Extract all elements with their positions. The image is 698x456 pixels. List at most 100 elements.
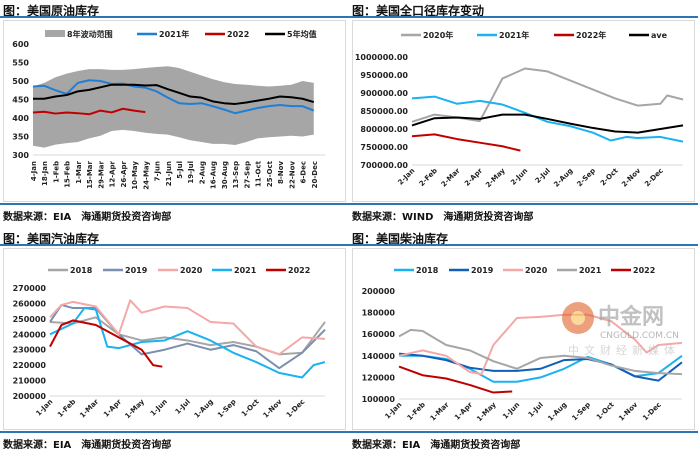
y-tick-label: 700000.00 — [360, 161, 408, 170]
series-line-2021年 — [411, 95, 684, 143]
x-tick-label: 6-Dec — [300, 161, 308, 183]
x-tick-label: 4-Jan — [30, 161, 38, 181]
x-tick-label: 1-Oct — [595, 400, 616, 421]
x-tick-label: 26-Apr — [120, 160, 128, 187]
legend-label: 2018 — [416, 266, 439, 275]
chart-frame — [3, 20, 346, 202]
x-tick-label: 1-Dec — [641, 401, 663, 423]
x-tick-label: 7-Jun — [154, 161, 162, 181]
y-tick-label: 160000 — [362, 330, 396, 339]
legend-label: 2021 — [234, 266, 257, 275]
source-note: 数据来源：EIA 海通期货投资咨询部 — [3, 440, 172, 451]
chart-frame — [352, 248, 695, 430]
x-tick-label: 27-Sep — [243, 161, 251, 188]
x-tick-label: 2-Sep — [575, 167, 597, 189]
legend-label: 2019 — [125, 266, 148, 275]
legend-label: 2022 — [633, 266, 655, 275]
y-tick-label: 100000 — [362, 395, 396, 404]
divider — [0, 244, 349, 246]
series-line-2021 — [398, 328, 683, 376]
legend-label: 2021年 — [499, 30, 529, 40]
divider — [349, 16, 698, 18]
x-tick-label: 11-Oct — [255, 160, 263, 187]
chart-title: 图：美国柴油库存 — [352, 232, 449, 246]
series-line-2020年 — [411, 67, 684, 123]
legend-label: 5年均值 — [287, 29, 317, 39]
crude-oil-chart: 300 350 400 450 500 550 600 4-Jan 18-Jan 1-Feb 15-… — [12, 29, 325, 190]
x-tick-label: 2-Aug — [552, 167, 574, 189]
legend-label: 8年波动范围 — [67, 29, 113, 39]
x-tick-label: 15-Feb — [64, 161, 72, 188]
x-tick-label: 25-Oct — [266, 160, 274, 187]
source-note: 数据来源：EIA 海通期货投资咨询部 — [3, 212, 172, 223]
x-tick-label: 1-Mar — [75, 160, 83, 183]
legend-swatch — [45, 30, 65, 37]
source-note: 数据来源：EIA 海通期货投资咨询部 — [352, 440, 521, 451]
range-band — [33, 66, 314, 148]
x-tick-label: 1-Oct — [240, 397, 261, 418]
x-tick-label: 1-Nov — [617, 400, 639, 422]
x-tick-label: 2-Jun — [509, 167, 529, 187]
series-line-2019 — [398, 352, 683, 382]
x-tick-label: 19-Jul — [187, 161, 195, 184]
y-tick-label: 240000 — [13, 330, 47, 339]
x-tick-label: 2-Feb — [418, 167, 439, 188]
y-tick-label: 140000 — [362, 352, 396, 361]
legend-label: 2022 — [227, 30, 249, 39]
y-tick-label: 400 — [12, 114, 29, 123]
x-tick-label: 1-May — [124, 397, 147, 420]
series-line-2022年 — [411, 133, 521, 152]
y-tick-label: 300 — [12, 151, 29, 160]
y-tick-label: 550 — [12, 59, 29, 68]
x-tick-label: 24-May — [142, 161, 150, 190]
y-tick-label: 350 — [12, 133, 29, 142]
legend-label: 2019 — [471, 266, 494, 275]
y-tick-label: 750000.00 — [360, 143, 408, 152]
watermark-site: CNGOLD.COM.CN — [600, 331, 679, 341]
source-note: 数据来源：WIND 海通期货投资咨询部 — [352, 212, 534, 223]
x-tick-label: 1-Nov — [262, 397, 284, 419]
legend-label: 2022年 — [576, 30, 606, 40]
x-tick-label: 2-Aug — [198, 161, 206, 184]
series-line-5年均值 — [33, 83, 315, 105]
legend-label: 2021 — [579, 266, 602, 275]
x-tick-label: 1-Jul — [174, 398, 192, 416]
x-tick-label: 1-Feb — [406, 401, 427, 422]
x-tick-label: 13-Sep — [232, 161, 240, 188]
x-tick-label: 22-Nov — [288, 161, 296, 189]
watermark-logo: 中金网 CNGOLD.COM.CN 中文财经新媒体 — [562, 302, 680, 357]
series-line-2022 — [398, 365, 513, 394]
legend-label: 2018 — [70, 266, 93, 275]
legend-label: 2022 — [288, 266, 310, 275]
series-line-2021 — [49, 307, 326, 379]
legend-label: 2021年 — [159, 29, 189, 39]
x-tick-label: 1-Mar — [78, 397, 100, 419]
x-tick-label: 1-Sep — [570, 401, 592, 423]
y-tick-label: 220000 — [13, 361, 47, 370]
x-tick-label: 10-May — [131, 161, 139, 190]
y-tick-label: 850000.00 — [360, 107, 408, 116]
legend-label: ave — [651, 31, 668, 40]
x-tick-label: 1-Aug — [193, 398, 215, 420]
x-tick-label: 1-May — [475, 400, 498, 423]
x-tick-label: 1-Feb — [56, 398, 77, 419]
y-tick-label: 180000 — [362, 309, 396, 318]
gasoline-chart: 200000 210000 220000 230000 240000 250000 2600… — [13, 266, 326, 420]
legend-label: 2020 — [180, 266, 203, 275]
y-tick-label: 250000 — [13, 315, 47, 324]
total-inventory-chart: 700000.00 750000.00 800000.00 850000.00 9000… — [355, 30, 684, 189]
y-tick-label: 500 — [12, 77, 29, 86]
y-tick-label: 200000 — [13, 392, 47, 401]
chart-frame — [352, 20, 695, 202]
series-line-2022 — [49, 319, 163, 368]
series-line-2020 — [49, 299, 326, 356]
x-tick-label: 2-Mar — [440, 166, 462, 188]
watermark-slogan: 中文财经新媒体 — [568, 343, 680, 357]
x-tick-label: 2-Nov — [620, 166, 642, 188]
x-tick-label: 15-Mar — [86, 160, 94, 188]
y-tick-label: 230000 — [13, 346, 47, 355]
legend-label: 2020年 — [423, 30, 453, 40]
y-tick-label: 210000 — [13, 377, 47, 386]
x-tick-label: 18-Jan — [41, 161, 49, 186]
x-tick-label: 8-Nov — [277, 161, 285, 184]
